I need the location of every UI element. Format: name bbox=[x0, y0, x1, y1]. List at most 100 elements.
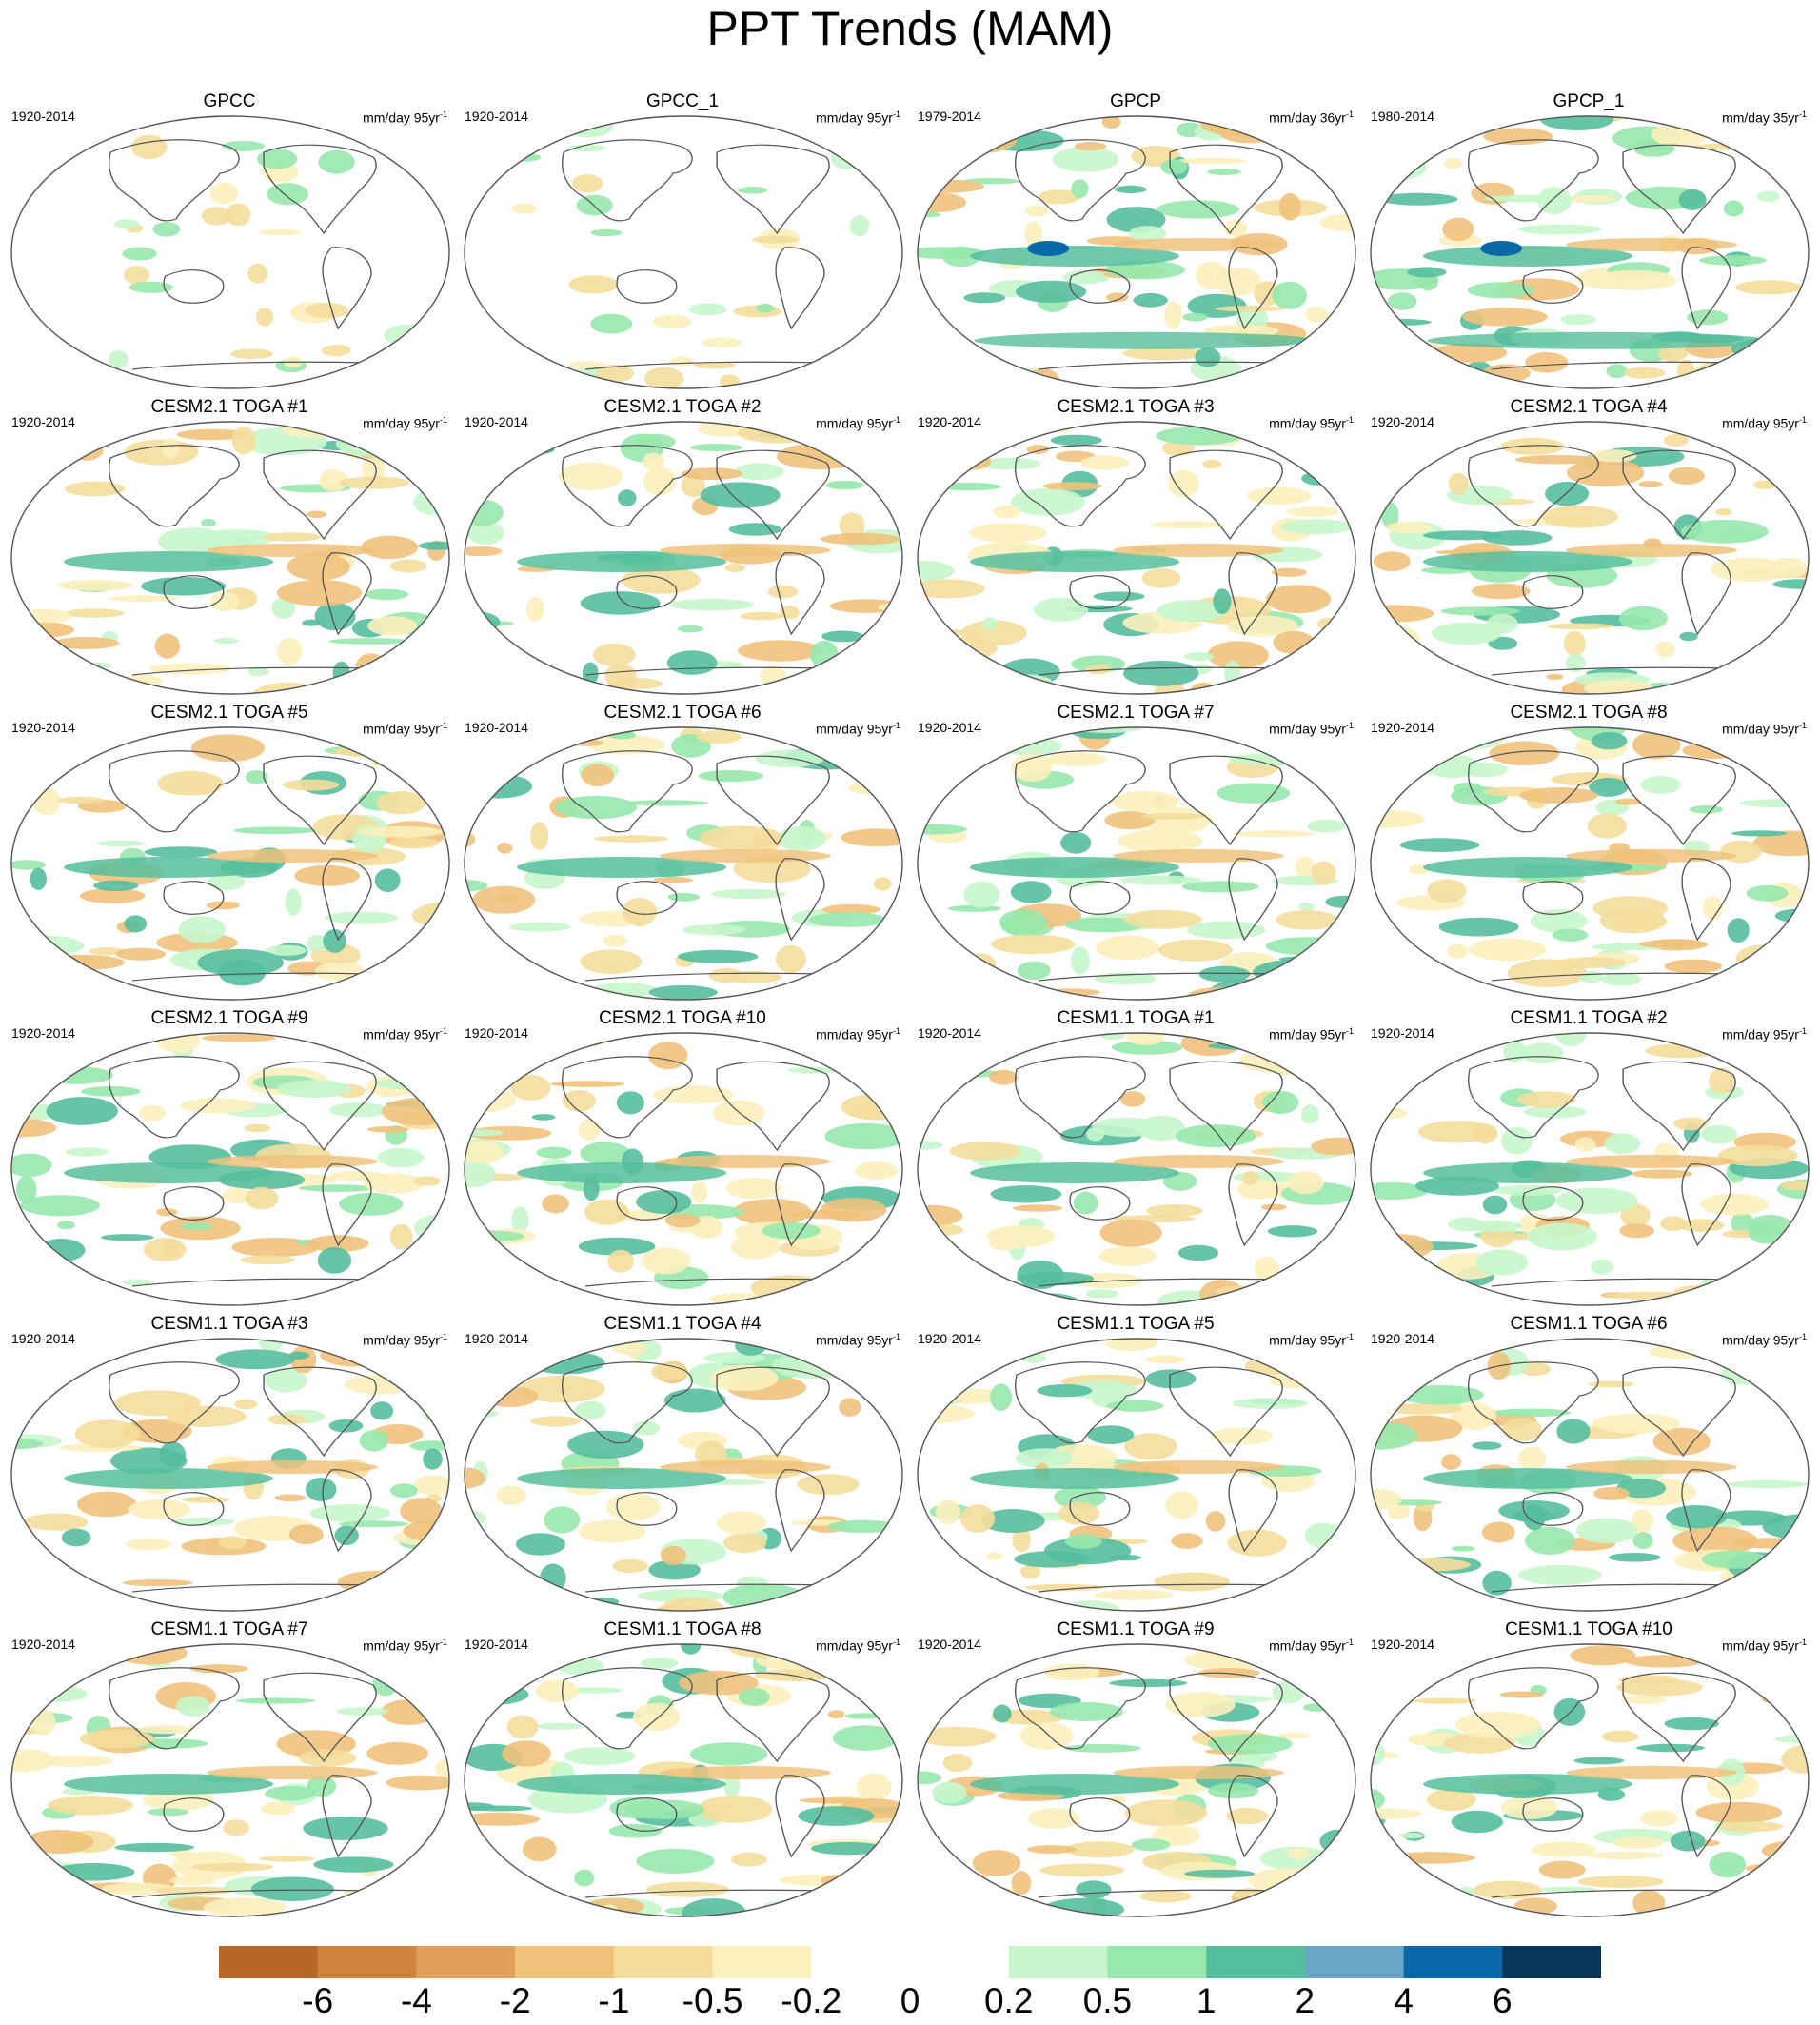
panel-units: mm/day 35yr-1 bbox=[1722, 107, 1807, 126]
panel-units-text: mm/day 95yr bbox=[1269, 721, 1346, 737]
panel-units-exponent: -1 bbox=[439, 109, 447, 119]
robinson-map bbox=[464, 1338, 903, 1612]
panel-units: mm/day 95yr-1 bbox=[363, 1329, 447, 1348]
panel-title: GPCC_1 bbox=[645, 91, 720, 111]
panel-units-exponent: -1 bbox=[1798, 721, 1807, 730]
panel-title: CESM2.1 TOGA #6 bbox=[603, 703, 762, 723]
panel-title: CESM1.1 TOGA #3 bbox=[150, 1314, 308, 1334]
panel-units: mm/day 95yr-1 bbox=[816, 412, 900, 431]
panel-units-exponent: -1 bbox=[1798, 109, 1807, 119]
colorbar-label: 6 bbox=[1492, 1981, 1513, 2020]
panel-units-text: mm/day 95yr bbox=[363, 1332, 440, 1348]
colorbar-label: 0.5 bbox=[1082, 1981, 1133, 2020]
panel-grid: GPCC 1920-2014 mm/day 95yr-1 GPCC_1 1920-201… bbox=[0, 86, 1820, 1917]
panel-period: 1920-2014 bbox=[465, 109, 528, 124]
panel-title: CESM1.1 TOGA #5 bbox=[1057, 1314, 1215, 1334]
panel-title: CESM2.1 TOGA #5 bbox=[150, 703, 308, 723]
map-panel: CESM2.1 TOGA #7 1920-2014 mm/day 95yr-1 bbox=[908, 697, 1363, 1003]
robinson-map bbox=[464, 726, 903, 1001]
panel-title: CESM1.1 TOGA #6 bbox=[1510, 1314, 1668, 1334]
colorbar-label: 4 bbox=[1394, 1981, 1414, 2020]
map-panel: CESM2.1 TOGA #4 1920-2014 mm/day 95yr-1 bbox=[1361, 391, 1816, 698]
panel-units: mm/day 95yr-1 bbox=[816, 107, 900, 126]
panel-units-exponent: -1 bbox=[1345, 1332, 1354, 1341]
panel-period: 1920-2014 bbox=[918, 1331, 981, 1346]
panel-units-text: mm/day 95yr bbox=[816, 109, 893, 126]
colorbar-swatch bbox=[712, 1946, 812, 1978]
map-panel: CESM1.1 TOGA #1 1920-2014 mm/day 95yr-1 bbox=[908, 1003, 1363, 1309]
robinson-map bbox=[10, 1338, 450, 1612]
robinson-map bbox=[1370, 115, 1810, 389]
panel-title: CESM1.1 TOGA #10 bbox=[1505, 1619, 1672, 1639]
colorbar-label: -0.5 bbox=[682, 1981, 743, 2020]
panel-units: mm/day 95yr-1 bbox=[816, 718, 900, 737]
panel-period: 1920-2014 bbox=[918, 414, 981, 429]
panel-title: CESM2.1 TOGA #8 bbox=[1510, 703, 1668, 723]
panel-period: 1920-2014 bbox=[11, 414, 75, 429]
panel-units: mm/day 95yr-1 bbox=[816, 1023, 900, 1042]
panel-period: 1920-2014 bbox=[1371, 414, 1434, 429]
panel-units-exponent: -1 bbox=[439, 1332, 447, 1341]
panel-period: 1920-2014 bbox=[1371, 1025, 1434, 1041]
colorbar bbox=[219, 1946, 1602, 1978]
panel-units: mm/day 36yr-1 bbox=[1269, 107, 1354, 126]
panel-units-exponent: -1 bbox=[439, 1638, 447, 1647]
panel-units-exponent: -1 bbox=[1798, 415, 1807, 425]
map-panel: CESM1.1 TOGA #9 1920-2014 mm/day 95yr-1 bbox=[908, 1614, 1363, 1920]
colorbar-swatch bbox=[317, 1946, 417, 1978]
panel-title: CESM1.1 TOGA #8 bbox=[603, 1619, 762, 1639]
colorbar-label: 1 bbox=[1196, 1981, 1217, 2020]
map-panel: CESM2.1 TOGA #10 1920-2014 mm/day 95yr-1 bbox=[455, 1003, 910, 1309]
panel-units-text: mm/day 95yr bbox=[816, 1026, 893, 1042]
panel-period: 1920-2014 bbox=[11, 1637, 75, 1652]
panel-units-exponent: -1 bbox=[892, 1332, 900, 1341]
map-panel: CESM2.1 TOGA #2 1920-2014 mm/day 95yr-1 bbox=[455, 391, 910, 698]
panel-units-text: mm/day 95yr bbox=[1722, 1638, 1799, 1654]
colorbar-label: -4 bbox=[400, 1981, 432, 2020]
robinson-map bbox=[917, 421, 1356, 695]
panel-period: 1920-2014 bbox=[465, 1637, 528, 1652]
panel-units: mm/day 95yr-1 bbox=[1722, 1023, 1807, 1042]
panel-title: CESM2.1 TOGA #1 bbox=[150, 397, 308, 417]
panel-units: mm/day 95yr-1 bbox=[363, 107, 447, 126]
panel-units-text: mm/day 95yr bbox=[1722, 1332, 1799, 1348]
panel-period: 1920-2014 bbox=[465, 1025, 528, 1041]
panel-units-exponent: -1 bbox=[1798, 1332, 1807, 1341]
panel-units: mm/day 95yr-1 bbox=[1269, 1023, 1354, 1042]
panel-units-exponent: -1 bbox=[892, 721, 900, 730]
panel-units-text: mm/day 95yr bbox=[1269, 1026, 1346, 1042]
colorbar-label: -1 bbox=[598, 1981, 630, 2020]
robinson-map bbox=[1370, 726, 1810, 1001]
panel-units-text: mm/day 35yr bbox=[1722, 109, 1799, 126]
panel-period: 1920-2014 bbox=[11, 720, 75, 735]
panel-units: mm/day 95yr-1 bbox=[816, 1635, 900, 1654]
panel-units: mm/day 95yr-1 bbox=[1269, 718, 1354, 737]
map-panel: CESM1.1 TOGA #8 1920-2014 mm/day 95yr-1 bbox=[455, 1614, 910, 1920]
panel-title: CESM2.1 TOGA #9 bbox=[150, 1008, 308, 1028]
panel-title: GPCP bbox=[1110, 91, 1161, 111]
panel-units-text: mm/day 95yr bbox=[1722, 1026, 1799, 1042]
robinson-map bbox=[10, 115, 450, 389]
colorbar-swatch bbox=[416, 1946, 516, 1978]
colorbar-swatch bbox=[811, 1946, 911, 1978]
panel-period: 1920-2014 bbox=[1371, 1331, 1434, 1346]
map-panel: CESM1.1 TOGA #3 1920-2014 mm/day 95yr-1 bbox=[2, 1308, 457, 1615]
panel-units: mm/day 95yr-1 bbox=[363, 1023, 447, 1042]
panel-units: mm/day 95yr-1 bbox=[363, 1635, 447, 1654]
colorbar-swatch bbox=[613, 1946, 714, 1978]
panel-units-exponent: -1 bbox=[892, 1026, 900, 1036]
panel-units: mm/day 95yr-1 bbox=[1722, 412, 1807, 431]
colorbar-label: -0.2 bbox=[781, 1981, 842, 2020]
panel-units-text: mm/day 95yr bbox=[816, 721, 893, 737]
panel-units: mm/day 95yr-1 bbox=[1269, 1329, 1354, 1348]
robinson-map bbox=[917, 115, 1356, 389]
map-panel: CESM2.1 TOGA #1 1920-2014 mm/day 95yr-1 bbox=[2, 391, 457, 698]
robinson-map bbox=[917, 1032, 1356, 1306]
panel-units: mm/day 95yr-1 bbox=[1722, 1329, 1807, 1348]
panel-period: 1920-2014 bbox=[11, 1331, 75, 1346]
panel-units: mm/day 95yr-1 bbox=[1722, 1635, 1807, 1654]
map-panel: CESM1.1 TOGA #10 1920-2014 mm/day 95yr-1 bbox=[1361, 1614, 1816, 1920]
panel-units-exponent: -1 bbox=[1345, 721, 1354, 730]
panel-units-exponent: -1 bbox=[892, 415, 900, 425]
panel-units: mm/day 95yr-1 bbox=[1269, 1635, 1354, 1654]
